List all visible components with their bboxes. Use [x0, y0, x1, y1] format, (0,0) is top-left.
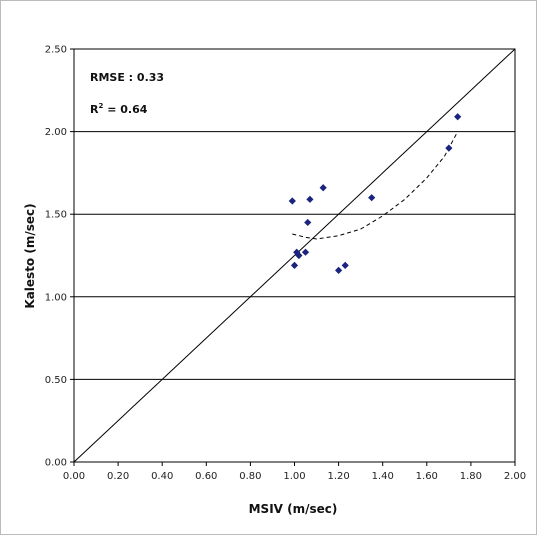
y-tick-label: 0.50: [45, 375, 67, 386]
data-point-12: [454, 113, 462, 121]
x-tick-label: 0.80: [239, 471, 261, 482]
y-tick-label: 1.50: [45, 210, 67, 221]
data-point-10: [368, 194, 376, 202]
x-axis-title: MSIV (m/sec): [249, 502, 338, 516]
data-point-8: [335, 266, 343, 274]
x-tick-label: 1.40: [372, 471, 394, 482]
x-tick-label: 1.20: [327, 471, 349, 482]
x-tick-label: 0.60: [195, 471, 217, 482]
y-axis-ticks: 0.00 0.50 1.00 1.50 2.00 2.50: [45, 45, 74, 469]
y-tick-label: 0.00: [45, 458, 67, 469]
x-tick-label: 0.20: [107, 471, 129, 482]
data-point-5: [304, 218, 312, 227]
data-point-0: [288, 197, 296, 205]
data-point-3: [295, 251, 303, 260]
data-point-2: [293, 248, 301, 256]
x-tick-label: 1.80: [460, 471, 482, 482]
identity-line: [73, 48, 516, 463]
x-axis-ticks: 0.00 0.20 0.40 0.60 0.80 1.00 1.20 1.40 1.60 1.80…: [63, 462, 526, 482]
grid-lines: [74, 131, 515, 380]
y-tick-label: 1.00: [45, 292, 67, 303]
x-tick-label: 1.00: [283, 471, 305, 482]
annotation-r2-superscript: 2: [98, 102, 103, 110]
y-tick-label: 2.50: [45, 45, 67, 56]
y-axis-title: Kalesto (m/sec): [23, 203, 37, 308]
x-tick-label: 0.40: [151, 471, 173, 482]
x-tick-label: 2.00: [504, 471, 526, 482]
data-point-11: [445, 144, 453, 152]
data-point-4: [301, 248, 310, 256]
annotation-r2-prefix: R: [90, 103, 99, 116]
annotation-r2: R2 = 0.64: [90, 102, 148, 116]
annotation-rmse: RMSE : 0.33: [90, 71, 164, 84]
data-point-6: [306, 195, 314, 203]
y-tick-label: 2.00: [45, 127, 67, 138]
data-point-7: [319, 184, 327, 192]
x-tick-label: 0.00: [63, 471, 85, 482]
annotation-r2-value: = 0.64: [103, 103, 147, 116]
trend-curve: [292, 131, 459, 240]
x-tick-label: 1.60: [416, 471, 438, 482]
data-point-1: [290, 261, 299, 270]
data-points: [288, 113, 462, 274]
data-point-9: [341, 261, 349, 270]
